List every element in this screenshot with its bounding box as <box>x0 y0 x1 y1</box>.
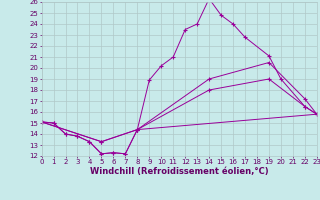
X-axis label: Windchill (Refroidissement éolien,°C): Windchill (Refroidissement éolien,°C) <box>90 167 268 176</box>
